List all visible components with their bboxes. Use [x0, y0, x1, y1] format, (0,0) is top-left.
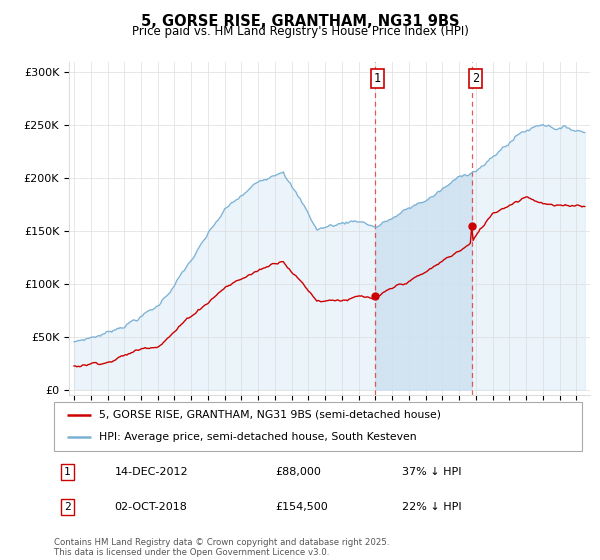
- Text: Price paid vs. HM Land Registry's House Price Index (HPI): Price paid vs. HM Land Registry's House …: [131, 25, 469, 38]
- Text: 1: 1: [64, 467, 71, 477]
- Text: HPI: Average price, semi-detached house, South Kesteven: HPI: Average price, semi-detached house,…: [99, 432, 416, 442]
- Text: 22% ↓ HPI: 22% ↓ HPI: [403, 502, 462, 512]
- FancyBboxPatch shape: [54, 402, 582, 451]
- Text: £154,500: £154,500: [276, 502, 329, 512]
- Text: 02-OCT-2018: 02-OCT-2018: [115, 502, 188, 512]
- Text: £88,000: £88,000: [276, 467, 322, 477]
- Text: 5, GORSE RISE, GRANTHAM, NG31 9BS: 5, GORSE RISE, GRANTHAM, NG31 9BS: [141, 14, 459, 29]
- Text: 1: 1: [374, 72, 381, 85]
- Text: 2: 2: [64, 502, 71, 512]
- Text: 2: 2: [472, 72, 479, 85]
- Text: 37% ↓ HPI: 37% ↓ HPI: [403, 467, 462, 477]
- Text: Contains HM Land Registry data © Crown copyright and database right 2025.
This d: Contains HM Land Registry data © Crown c…: [54, 538, 389, 557]
- Text: 14-DEC-2012: 14-DEC-2012: [115, 467, 188, 477]
- Text: 5, GORSE RISE, GRANTHAM, NG31 9BS (semi-detached house): 5, GORSE RISE, GRANTHAM, NG31 9BS (semi-…: [99, 410, 441, 420]
